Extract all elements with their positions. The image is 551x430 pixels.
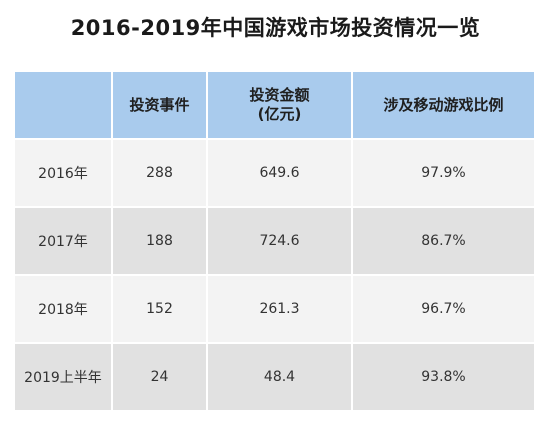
cell-year: 2018年 (15, 276, 113, 344)
cell-amount: 48.4 (208, 344, 353, 410)
header-ratio: 涉及移动游戏比例 (353, 72, 534, 140)
table-row: 2019上半年 24 48.4 93.8% (15, 344, 534, 410)
cell-amount: 649.6 (208, 140, 353, 208)
cell-year: 2019上半年 (15, 344, 113, 410)
cell-amount: 724.6 (208, 208, 353, 276)
cell-amount: 261.3 (208, 276, 353, 344)
header-amount: 投资金额 (亿元) (208, 72, 353, 140)
cell-events: 24 (113, 344, 208, 410)
cell-ratio: 96.7% (353, 276, 534, 344)
table-row: 2018年 152 261.3 96.7% (15, 276, 534, 344)
table-header-row: 投资事件 投资金额 (亿元) 涉及移动游戏比例 (15, 72, 534, 140)
cell-year: 2016年 (15, 140, 113, 208)
cell-ratio: 93.8% (353, 344, 534, 410)
header-row-label (15, 72, 113, 140)
cell-events: 188 (113, 208, 208, 276)
header-amount-line1: 投资金额 (249, 86, 310, 104)
cell-ratio: 86.7% (353, 208, 534, 276)
table-row: 2017年 188 724.6 86.7% (15, 208, 534, 276)
cell-events: 288 (113, 140, 208, 208)
cell-year: 2017年 (15, 208, 113, 276)
header-events: 投资事件 (113, 72, 208, 140)
cell-events: 152 (113, 276, 208, 344)
cell-ratio: 97.9% (353, 140, 534, 208)
table-row: 2016年 288 649.6 97.9% (15, 140, 534, 208)
page-title: 2016-2019年中国游戏市场投资情况一览 (70, 16, 481, 40)
investment-table: 投资事件 投资金额 (亿元) 涉及移动游戏比例 2016年 288 649.6 … (15, 72, 534, 410)
header-amount-line2: (亿元) (257, 105, 302, 123)
